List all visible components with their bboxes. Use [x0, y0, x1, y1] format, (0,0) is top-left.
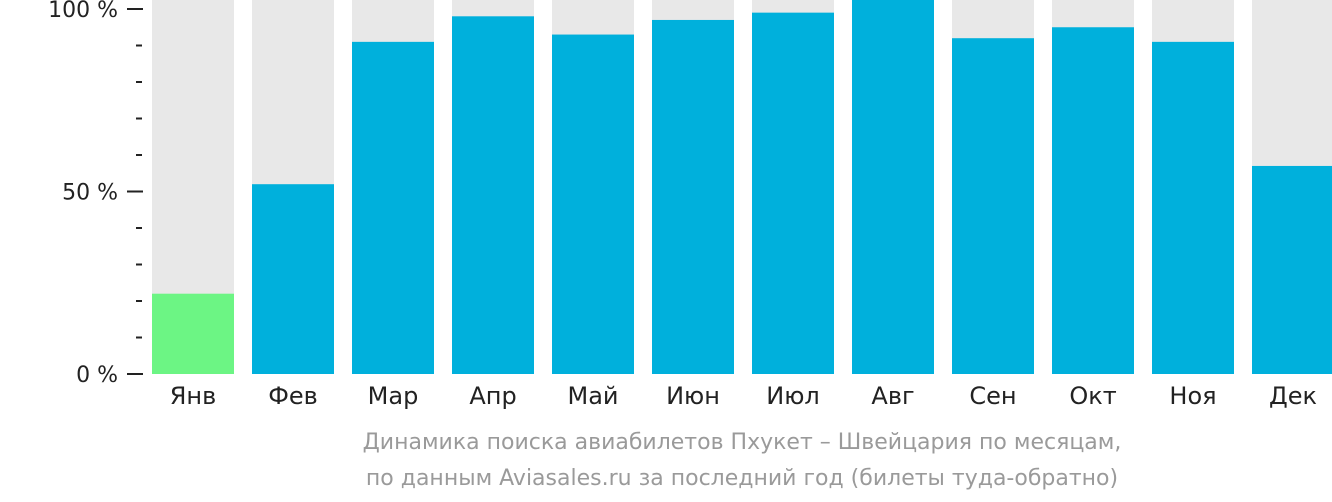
x-tick-label: Дек — [1269, 382, 1317, 410]
x-tick-label: Май — [567, 382, 618, 410]
bar-12 — [1252, 165, 1332, 374]
chart-caption-line-1: Динамика поиска авиабилетов Пхукет – Шве… — [362, 430, 1122, 455]
x-tick-label: Мар — [368, 382, 419, 410]
y-tick-label: 0 % — [76, 363, 118, 388]
bar-11 — [1152, 41, 1234, 374]
x-tick-label: Фев — [268, 382, 318, 410]
bar-2 — [252, 184, 334, 374]
x-tick-label: Июл — [766, 382, 820, 410]
x-tick-label: Окт — [1069, 382, 1116, 410]
x-tick-label: Ноя — [1169, 382, 1216, 410]
bar-4 — [452, 16, 534, 375]
bar-chart: 0 % 50 % 100 % Янв Фев Мар Апр Май Июн Июл Авг Сен… — [48, 0, 1332, 410]
y-tick-label: 50 % — [62, 181, 118, 206]
x-tick-label: Янв — [170, 382, 217, 410]
x-tick-label: Сен — [969, 382, 1016, 410]
bar-3 — [352, 41, 434, 374]
y-axis: 0 % 50 % 100 % — [48, 0, 143, 388]
x-axis-labels: Янв Фев Мар Апр Май Июн Июл Авг Сен Окт Ноя Дек — [170, 382, 1317, 410]
x-tick-label: Июн — [666, 382, 720, 410]
bar-7 — [752, 12, 834, 375]
bar-5 — [552, 34, 634, 375]
x-tick-label: Авг — [871, 382, 914, 410]
y-tick-label: 100 % — [48, 0, 118, 23]
bar-10 — [1052, 27, 1134, 374]
bars — [152, 0, 1332, 375]
bar-9 — [952, 38, 1034, 374]
chart-caption-line-2: по данным Aviasales.ru за последний год … — [365, 466, 1119, 491]
x-tick-label: Апр — [469, 382, 516, 410]
bar-1 — [152, 293, 234, 374]
bar-6 — [652, 19, 734, 374]
bar-8 — [852, 0, 934, 374]
